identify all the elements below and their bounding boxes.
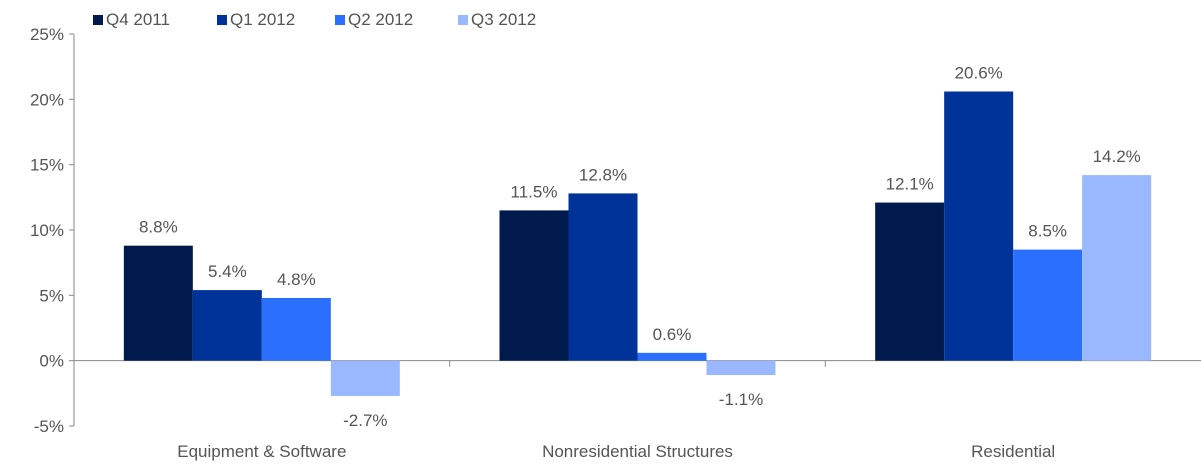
data-label: 14.2% (1093, 147, 1141, 166)
x-tick-label: Nonresidential Structures (542, 442, 733, 461)
x-tick-label: Equipment & Software (177, 442, 346, 461)
legend-swatch (335, 15, 345, 25)
y-axis: -5% 0% 5% 10% 15% 20% 25% (30, 25, 75, 436)
bar (637, 352, 707, 361)
bar (123, 245, 193, 361)
y-tick-label: 5% (39, 286, 64, 305)
data-label: 12.1% (886, 175, 934, 194)
bar (944, 91, 1014, 361)
data-label: 20.6% (955, 63, 1003, 82)
legend: Q4 2011 Q1 2012 Q2 2012 Q3 2012 (93, 10, 536, 29)
data-label: 8.5% (1028, 222, 1067, 241)
legend-swatch (217, 15, 227, 25)
x-tick-label: Residential (971, 442, 1055, 461)
data-label: 0.6% (653, 325, 692, 344)
bar (1013, 249, 1083, 361)
data-label: -1.1% (719, 390, 763, 409)
y-tick-label: 15% (30, 156, 64, 175)
bars (123, 91, 1152, 396)
bar (706, 360, 776, 376)
bar (875, 202, 945, 361)
legend-swatch (458, 15, 468, 25)
y-tick-label: 25% (30, 25, 64, 44)
data-label: 12.8% (579, 165, 627, 184)
y-tick-label: 0% (39, 352, 64, 371)
legend-label: Q2 2012 (348, 10, 413, 29)
data-label: 11.5% (511, 182, 558, 201)
data-label: 8.8% (139, 218, 178, 237)
legend-label: Q3 2012 (471, 10, 536, 29)
legend-label: Q4 2011 (106, 10, 170, 29)
legend-swatch (93, 15, 103, 25)
y-tick-label: -5% (34, 417, 64, 436)
x-axis: Equipment & Software Nonresidential Struc… (74, 360, 1201, 461)
bar (330, 360, 400, 396)
bar (261, 297, 331, 361)
data-label: 5.4% (208, 262, 247, 281)
y-tick-label: 20% (30, 90, 64, 109)
bar (499, 210, 569, 361)
bar (192, 290, 262, 361)
y-tick-label: 10% (30, 221, 64, 240)
data-labels: 8.8% 11.5% 12.1% 5.4% 12.8% 20.6% 4.8% 0.6% 8.5%… (139, 63, 1141, 429)
bar (568, 193, 638, 361)
data-label: 4.8% (277, 270, 316, 289)
bar (1082, 175, 1152, 361)
data-label: -2.7% (343, 411, 387, 430)
legend-label: Q1 2012 (230, 10, 295, 29)
